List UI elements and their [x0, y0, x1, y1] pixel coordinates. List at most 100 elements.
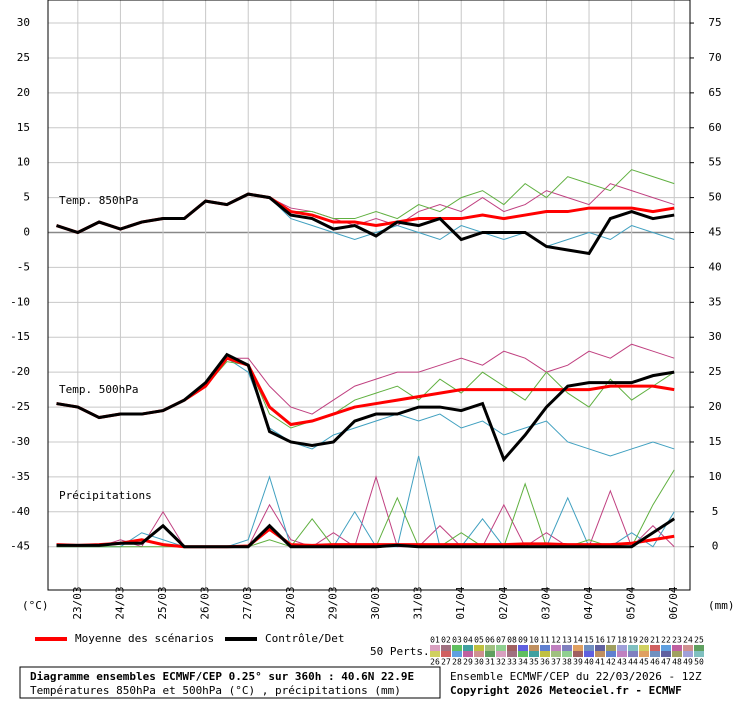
- perturbation-swatch: [463, 651, 473, 657]
- perturbation-swatch: [628, 645, 638, 651]
- y-tick-label: -45: [10, 540, 30, 553]
- y2-tick-label: 60: [708, 121, 721, 134]
- plot-border: [47, 0, 691, 591]
- perturbation-swatch: [639, 651, 649, 657]
- perturbation-number: 30: [474, 658, 484, 667]
- perturbation-number: 49: [683, 658, 693, 667]
- perturbation-number: 34: [518, 658, 528, 667]
- y-tick-label: 25: [17, 51, 30, 64]
- y2-tick-label: 70: [708, 51, 721, 64]
- perturbation-swatch: [474, 645, 484, 651]
- perturbation-number: 03: [452, 636, 462, 645]
- perturbation-swatch: [463, 645, 473, 651]
- x-tick-label: 31/03: [412, 586, 425, 619]
- perturbation-swatch: [529, 645, 539, 651]
- perturbation-number: 09: [518, 636, 528, 645]
- perturbation-number: 48: [672, 658, 682, 667]
- y2-tick-label: 5: [712, 505, 719, 518]
- y2-tick-label: 25: [708, 365, 721, 378]
- perturbation-swatch: [441, 651, 451, 657]
- panel-label: Temp. 850hPa: [59, 194, 138, 207]
- perturbation-number: 16: [595, 636, 605, 645]
- perturbation-number: 23: [672, 636, 682, 645]
- y-tick-label: 20: [17, 86, 30, 99]
- y-tick-label: -40: [10, 505, 30, 518]
- perturbation-swatch: [485, 651, 495, 657]
- panel-label: Temp. 500hPa: [59, 383, 138, 396]
- perturbation-number: 15: [584, 636, 594, 645]
- perturbation-number: 10: [529, 636, 539, 645]
- perturbation-number: 43: [617, 658, 627, 667]
- perturbation-swatch: [584, 651, 594, 657]
- perturbation-swatch: [661, 651, 671, 657]
- perturbation-swatch: [562, 651, 572, 657]
- perturbation-number: 17: [606, 636, 616, 645]
- perturbation-swatch: [606, 645, 616, 651]
- y2-axis-label: (mm): [708, 599, 735, 612]
- perturbation-number: 50: [694, 658, 704, 667]
- y2-tick-label: 45: [708, 226, 721, 239]
- x-tick-label: 29/03: [326, 586, 339, 619]
- y-tick-label: -25: [10, 400, 30, 413]
- footer-subtitle: Températures 850hPa et 500hPa (°C) , pré…: [30, 684, 401, 697]
- y-tick-label: 30: [17, 16, 30, 29]
- y-tick-label: -35: [10, 470, 30, 483]
- perturbation-swatch: [474, 651, 484, 657]
- perturbation-number: 31: [485, 658, 495, 667]
- perturbation-swatch: [518, 645, 528, 651]
- perturbation-swatch: [452, 651, 462, 657]
- series-line: [56, 455, 675, 548]
- x-tick-label: 01/04: [454, 586, 467, 619]
- perturbation-number: 29: [463, 658, 473, 667]
- perturbation-number: 22: [661, 636, 671, 645]
- perturbation-number: 39: [573, 658, 583, 667]
- perturbation-number: 25: [694, 636, 704, 645]
- perturbation-swatch: [540, 651, 550, 657]
- perturbation-number: 13: [562, 636, 572, 645]
- perturbation-number: 12: [551, 636, 561, 645]
- perturbation-swatch: [683, 645, 693, 651]
- x-tick-label: 04/04: [582, 586, 595, 619]
- perturbation-swatch: [496, 645, 506, 651]
- perturbation-swatch: [573, 645, 583, 651]
- perturbation-swatch: [540, 645, 550, 651]
- perturbation-number: 38: [562, 658, 572, 667]
- series-line: [56, 517, 676, 549]
- perturbation-swatch: [595, 645, 605, 651]
- perturbation-number: 32: [496, 658, 506, 667]
- series-line: [56, 527, 675, 549]
- legend-label: Contrôle/Det: [265, 632, 344, 645]
- perturbation-swatch: [551, 651, 561, 657]
- perturbation-swatch: [617, 651, 627, 657]
- series-line: [56, 192, 675, 256]
- perturbation-number: 36: [540, 658, 550, 667]
- y2-tick-label: 30: [708, 330, 721, 343]
- series-line: [56, 352, 675, 463]
- y2-tick-label: 20: [708, 400, 721, 413]
- perturbation-swatch: [507, 651, 517, 657]
- perturbation-number: 06: [485, 636, 495, 645]
- y2-tick-label: 55: [708, 156, 721, 169]
- perturbation-number: 19: [628, 636, 638, 645]
- x-tick-label: 24/03: [113, 586, 126, 619]
- y2-tick-label: 75: [708, 16, 721, 29]
- perturbation-swatch: [584, 645, 594, 651]
- perturbation-number: 42: [606, 658, 616, 667]
- x-tick-label: 28/03: [284, 586, 297, 619]
- y2-tick-label: 0: [712, 540, 719, 553]
- perturbation-swatch: [485, 645, 495, 651]
- perturbation-swatch: [694, 645, 704, 651]
- y2-tick-label: 10: [708, 470, 721, 483]
- legend-label: Moyenne des scénarios: [75, 632, 214, 645]
- perturbation-number: 41: [595, 658, 605, 667]
- x-tick-label: 05/04: [625, 586, 638, 619]
- perturbation-number: 44: [628, 658, 638, 667]
- y2-tick-label: 15: [708, 435, 721, 448]
- perturbation-swatch: [672, 651, 682, 657]
- perturbation-swatch: [518, 651, 528, 657]
- perturbation-swatch: [661, 645, 671, 651]
- x-tick-label: 27/03: [241, 586, 254, 619]
- perturbation-swatch: [562, 645, 572, 651]
- perturbation-swatch: [650, 651, 660, 657]
